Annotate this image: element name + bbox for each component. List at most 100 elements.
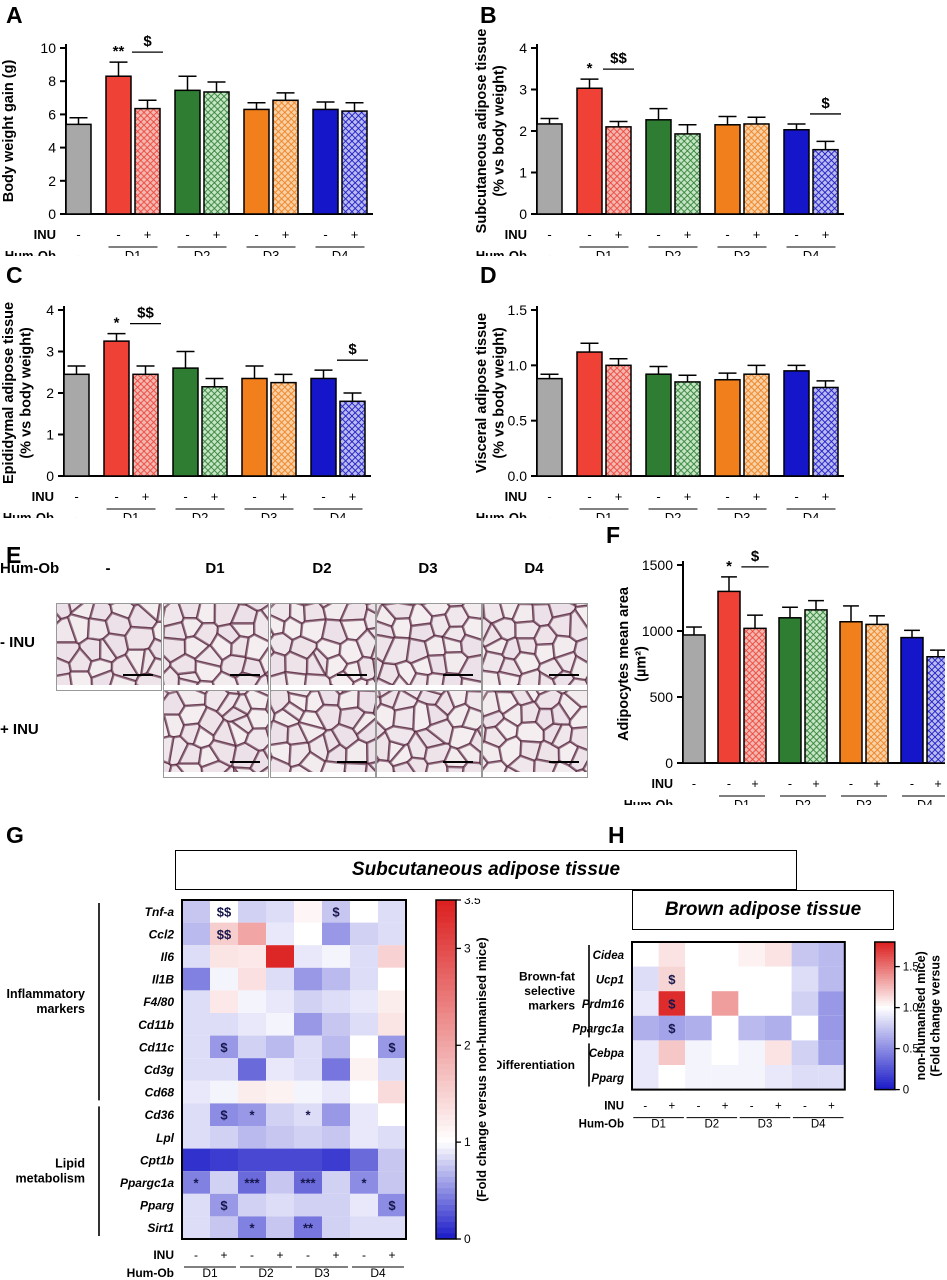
svg-text:D3: D3 bbox=[314, 1266, 330, 1280]
svg-text:$: $ bbox=[348, 341, 357, 358]
svg-text:D3: D3 bbox=[734, 248, 751, 256]
svg-text:Tnf-a: Tnf-a bbox=[145, 905, 175, 919]
svg-text:+: + bbox=[669, 1101, 676, 1113]
svg-text:D3: D3 bbox=[758, 1119, 773, 1131]
svg-text:**: ** bbox=[113, 43, 125, 60]
svg-text:D3: D3 bbox=[263, 248, 280, 256]
svg-text:+: + bbox=[144, 227, 152, 242]
svg-text:+: + bbox=[615, 489, 623, 504]
svg-text:0.0: 0.0 bbox=[508, 468, 528, 484]
svg-text:2: 2 bbox=[46, 385, 54, 401]
svg-text:D3: D3 bbox=[261, 510, 278, 518]
svg-text:metabolism: metabolism bbox=[16, 1172, 85, 1186]
svg-text:-: - bbox=[692, 798, 696, 805]
svg-text:Hum-Ob: Hum-Ob bbox=[476, 510, 527, 518]
svg-text:-: - bbox=[74, 489, 78, 504]
svg-text:1000: 1000 bbox=[642, 623, 673, 639]
svg-text:$$: $$ bbox=[610, 50, 627, 67]
svg-text:$: $ bbox=[668, 997, 676, 1012]
svg-text:(Fold change versus: (Fold change versus bbox=[928, 955, 942, 1077]
svg-text:D1: D1 bbox=[651, 1119, 666, 1131]
svg-text:-: - bbox=[910, 777, 914, 791]
svg-text:+: + bbox=[753, 489, 761, 504]
svg-text:0: 0 bbox=[665, 755, 673, 771]
svg-text:Hum-Ob: Hum-Ob bbox=[127, 1266, 174, 1280]
svg-text:D4: D4 bbox=[811, 1119, 826, 1131]
svg-text:0: 0 bbox=[46, 468, 54, 484]
svg-text:2: 2 bbox=[464, 1038, 471, 1052]
svg-text:500: 500 bbox=[650, 689, 674, 705]
svg-text:markers: markers bbox=[36, 1002, 85, 1016]
svg-text:+: + bbox=[220, 1248, 227, 1262]
svg-text:10: 10 bbox=[40, 40, 56, 56]
svg-text:Ppargc1a: Ppargc1a bbox=[120, 1176, 174, 1190]
svg-text:+: + bbox=[280, 489, 288, 504]
svg-text:D1: D1 bbox=[734, 798, 750, 805]
svg-text:Hum-Ob: Hum-Ob bbox=[624, 798, 674, 805]
svg-text:INU: INU bbox=[604, 1101, 624, 1113]
svg-text:-: - bbox=[794, 489, 798, 504]
svg-text:D4: D4 bbox=[803, 248, 820, 256]
svg-text:2: 2 bbox=[519, 123, 527, 139]
svg-text:-: - bbox=[727, 777, 731, 791]
svg-text:-: - bbox=[547, 227, 551, 242]
svg-text:F4/80: F4/80 bbox=[143, 995, 174, 1009]
svg-text:-: - bbox=[76, 248, 80, 256]
svg-text:D3: D3 bbox=[734, 510, 751, 518]
svg-text:+: + bbox=[142, 489, 150, 504]
svg-text:Inflammatory: Inflammatory bbox=[7, 987, 86, 1001]
svg-text:+: + bbox=[873, 777, 880, 791]
svg-text:-: - bbox=[250, 1248, 254, 1262]
svg-text:Hum-Ob: Hum-Ob bbox=[3, 510, 54, 518]
svg-text:+: + bbox=[351, 227, 359, 242]
svg-text:-: - bbox=[321, 489, 325, 504]
svg-text:$: $ bbox=[143, 33, 152, 50]
svg-text:D3: D3 bbox=[856, 798, 872, 805]
svg-text:$: $ bbox=[821, 95, 830, 112]
svg-text:markers: markers bbox=[528, 999, 575, 1013]
svg-text:Il6: Il6 bbox=[161, 950, 175, 964]
svg-text:1500: 1500 bbox=[642, 557, 673, 573]
svg-text:+: + bbox=[276, 1248, 283, 1262]
svg-text:-: - bbox=[116, 227, 120, 242]
svg-text:Sirt1: Sirt1 bbox=[147, 1221, 174, 1235]
svg-text:-: - bbox=[750, 1101, 754, 1113]
svg-text:-: - bbox=[74, 510, 78, 518]
svg-text:-: - bbox=[794, 227, 798, 242]
svg-text:-: - bbox=[692, 777, 696, 791]
svg-text:$$: $$ bbox=[137, 305, 154, 322]
svg-text:6: 6 bbox=[48, 106, 56, 122]
svg-text:D1: D1 bbox=[125, 248, 142, 256]
svg-text:**: ** bbox=[303, 1221, 314, 1236]
svg-text:+: + bbox=[615, 227, 623, 242]
svg-text:3: 3 bbox=[464, 941, 471, 955]
svg-text:-: - bbox=[725, 489, 729, 504]
svg-text:D4: D4 bbox=[803, 510, 820, 518]
svg-text:D4: D4 bbox=[330, 510, 347, 518]
svg-text:-: - bbox=[252, 489, 256, 504]
svg-text:-: - bbox=[587, 227, 591, 242]
svg-text:+: + bbox=[775, 1101, 782, 1113]
svg-text:$$: $$ bbox=[217, 904, 232, 919]
svg-text:Cebpa: Cebpa bbox=[589, 1048, 625, 1060]
svg-text:-: - bbox=[254, 227, 258, 242]
svg-text:D4: D4 bbox=[370, 1266, 386, 1280]
svg-text:$: $ bbox=[751, 548, 760, 565]
svg-text:Pparg: Pparg bbox=[591, 1073, 624, 1085]
svg-text:Hum-Ob: Hum-Ob bbox=[579, 1119, 624, 1131]
svg-text:+: + bbox=[349, 489, 357, 504]
svg-text:+: + bbox=[812, 777, 819, 791]
svg-text:-: - bbox=[587, 489, 591, 504]
svg-text:Ppargc1a: Ppargc1a bbox=[572, 1024, 624, 1036]
svg-text:+: + bbox=[388, 1248, 395, 1262]
svg-text:+: + bbox=[213, 227, 221, 242]
svg-text:-: - bbox=[306, 1248, 310, 1262]
svg-text:+: + bbox=[822, 227, 830, 242]
svg-text:-: - bbox=[76, 227, 80, 242]
svg-text:Epididymal adipose tissue: Epididymal adipose tissue bbox=[1, 302, 17, 484]
svg-text:3.5: 3.5 bbox=[464, 898, 481, 907]
svg-text:1.5: 1.5 bbox=[508, 302, 528, 318]
svg-text:INU: INU bbox=[505, 227, 527, 242]
svg-text:Lpl: Lpl bbox=[156, 1131, 175, 1145]
svg-text:D2: D2 bbox=[194, 248, 211, 256]
